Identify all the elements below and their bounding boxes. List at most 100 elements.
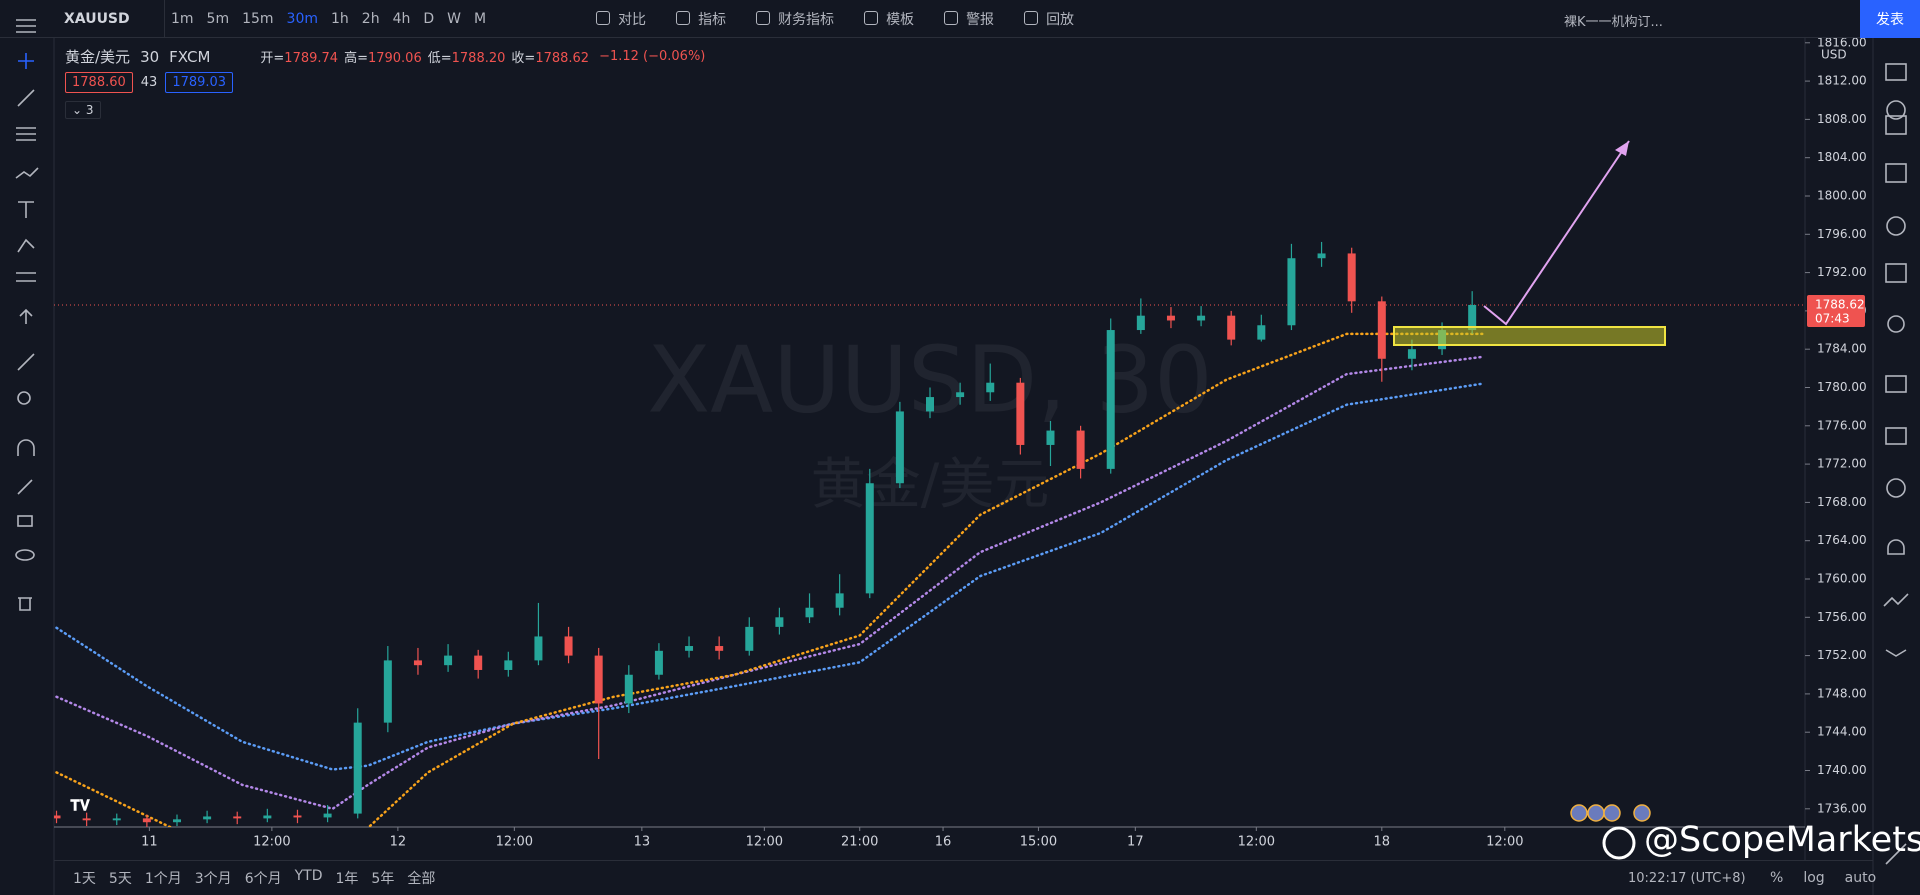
x-tick-label: 12:00 <box>1486 835 1523 850</box>
y-tick-label: 1736.00 <box>1817 801 1867 815</box>
y-tick-label: 1768.00 <box>1817 495 1867 509</box>
x-tick-label: 12:00 <box>746 835 783 850</box>
x-tick-label: 18 <box>1374 835 1391 850</box>
countdown: 07:43 <box>1815 311 1850 325</box>
interval-button[interactable]: 1m <box>171 10 194 27</box>
candle-body <box>594 655 603 704</box>
range-button[interactable]: 5天 <box>108 871 132 887</box>
interval-button[interactable]: W <box>447 10 461 27</box>
candle-body <box>775 617 784 627</box>
x-tick-label: 12 <box>390 835 407 850</box>
ohlc-value: 1788.20 <box>451 51 506 66</box>
scale-option[interactable]: % <box>1770 870 1784 886</box>
y-tick-label: 1764.00 <box>1817 533 1867 547</box>
left-toolbar[interactable] <box>15 19 39 611</box>
layout-name[interactable]: 裸K一一机构订... <box>1564 15 1663 30</box>
toolbar-button[interactable]: 警报 <box>944 9 994 29</box>
toolbar-button[interactable]: 回放 <box>1024 9 1074 29</box>
ohlc-value: 1789.74 <box>284 51 339 66</box>
toolbar-button[interactable]: 模板 <box>864 9 914 29</box>
candle-body <box>142 818 151 823</box>
bottom-bar: 1天 5天 1个月 3个月 6个月 YTD 1年 5年 全部 10:22:17 (UTC+8) … <box>54 860 1876 895</box>
candle-body <box>233 816 242 819</box>
y-tick-label: 1816.00 <box>1817 35 1867 49</box>
candle-body <box>1468 304 1477 331</box>
candle-body <box>413 660 422 666</box>
event-flags <box>1570 804 1651 822</box>
interval-button[interactable]: 2h <box>361 10 380 27</box>
ask[interactable]: 1789.03 <box>165 72 234 93</box>
y-tick-label: 1776.00 <box>1817 418 1867 432</box>
candle-body <box>1317 253 1326 259</box>
range-button[interactable]: 1年 <box>335 871 359 887</box>
instrument-name: 黄金/美元 <box>65 48 131 66</box>
candle-body <box>383 660 392 723</box>
range-button[interactable]: 5年 <box>371 871 395 887</box>
scale-option[interactable]: auto <box>1844 870 1877 886</box>
interval-button[interactable]: 4h <box>392 10 411 27</box>
currency-button[interactable]: USD <box>1821 48 1847 62</box>
interval: 30 <box>140 47 160 66</box>
plot-area <box>54 241 1805 827</box>
last-price-badge <box>1807 294 1865 327</box>
ohlc-label: 收= <box>511 51 536 66</box>
range-button[interactable]: 1个月 <box>144 871 182 887</box>
bid[interactable]: 1788.60 <box>65 72 133 93</box>
toolbar-button[interactable]: 对比 <box>596 9 646 29</box>
toolbar-button[interactable]: 财务指标 <box>756 9 834 29</box>
scale-options: % log auto <box>1770 870 1876 886</box>
indicator-toggle[interactable]: ⌄ 3 <box>65 101 101 119</box>
candle-body <box>1136 315 1145 331</box>
watermark: 黄金/美元 <box>811 452 1050 516</box>
ohlc-label: 开= <box>260 51 285 66</box>
candle-body <box>1257 325 1266 340</box>
scale-option[interactable]: log <box>1803 870 1825 886</box>
interval-button[interactable]: 15m <box>242 10 274 27</box>
range-button[interactable]: 全部 <box>407 871 436 887</box>
ohlc-item: 低=1788.20 <box>428 47 506 66</box>
ohlc-item: 高=1790.06 <box>344 47 422 66</box>
right-sidebar[interactable] <box>1883 17 1909 865</box>
zone-box[interactable] <box>1393 326 1666 346</box>
interval-button[interactable]: 1h <box>331 10 349 27</box>
ohlc-value: 1790.06 <box>367 51 422 66</box>
candle-body <box>654 650 663 675</box>
range-button[interactable]: 6个月 <box>244 871 282 887</box>
arrow-drawing[interactable] <box>1483 140 1630 326</box>
legend: 黄金/美元 30 FXCM 开=1789.74 高=1790.06 低=1788.2… <box>65 46 705 67</box>
y-tick-label: 1744.00 <box>1817 725 1867 739</box>
toolbar-button[interactable]: 指标 <box>676 9 726 29</box>
x-tick-label: 12:00 <box>496 835 533 850</box>
interval-button[interactable]: 30m <box>286 10 318 27</box>
moving-average <box>55 332 1484 827</box>
range-button[interactable]: 3个月 <box>194 871 232 887</box>
candle-body <box>1106 330 1115 469</box>
x-tick-label: 15:00 <box>1020 835 1057 850</box>
interval-button[interactable]: 5m <box>206 10 230 27</box>
interval-button[interactable]: D <box>423 10 435 27</box>
candle-body <box>1076 430 1085 469</box>
y-tick-label: 1756.00 <box>1817 610 1867 624</box>
range-button[interactable]: YTD <box>294 868 323 884</box>
logo: 𝐓𝐕 <box>70 797 91 815</box>
candle-body <box>1407 349 1416 359</box>
candle-body <box>1016 382 1025 445</box>
brand: @ScopeMarkets <box>1644 820 1920 860</box>
ohlc-value: 1788.62 <box>535 51 590 66</box>
candle-body <box>263 815 272 819</box>
candle-body <box>564 636 573 656</box>
candle-body <box>1166 315 1175 321</box>
candle-body <box>745 626 754 651</box>
candle-body <box>956 392 965 398</box>
range-button[interactable]: 1天 <box>73 871 96 887</box>
arrow-head <box>1615 141 1629 156</box>
publish-button[interactable]: 发表 <box>1860 0 1920 38</box>
candle-body <box>474 655 483 670</box>
x-tick-label: 12:00 <box>253 835 290 850</box>
axes: 1736.00 1740.00 1744.00 1748.00 1752.00 1756.… <box>141 35 1867 849</box>
y-tick-label: 1772.00 <box>1817 457 1867 471</box>
symbol[interactable]: XAUUSD <box>64 10 130 27</box>
ohlc-item: 开=1789.74 <box>260 47 338 66</box>
interval-button[interactable]: M <box>473 10 487 27</box>
